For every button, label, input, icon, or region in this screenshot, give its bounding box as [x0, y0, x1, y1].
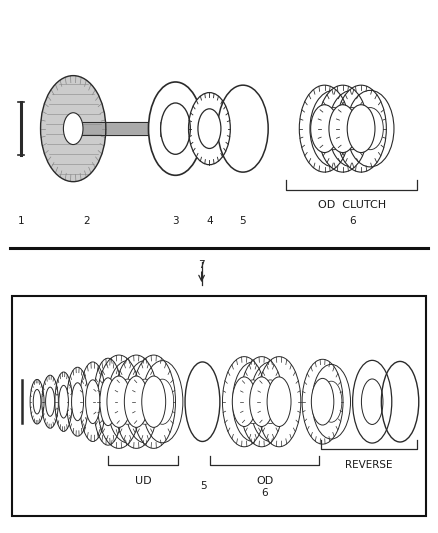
Ellipse shape: [151, 379, 174, 424]
Ellipse shape: [198, 109, 221, 149]
Ellipse shape: [242, 380, 264, 424]
Text: 6: 6: [261, 488, 268, 498]
Ellipse shape: [107, 376, 131, 427]
Ellipse shape: [107, 361, 148, 443]
Ellipse shape: [321, 381, 342, 422]
Ellipse shape: [64, 113, 83, 144]
Ellipse shape: [117, 379, 139, 424]
Text: 5: 5: [240, 216, 246, 226]
Ellipse shape: [257, 357, 301, 447]
Ellipse shape: [357, 108, 383, 150]
Text: OD: OD: [256, 476, 273, 486]
Ellipse shape: [148, 82, 202, 175]
Ellipse shape: [346, 91, 394, 167]
Ellipse shape: [93, 358, 123, 445]
Ellipse shape: [302, 359, 343, 444]
Ellipse shape: [97, 355, 141, 448]
Text: UD: UD: [134, 476, 151, 486]
Ellipse shape: [311, 104, 339, 152]
Ellipse shape: [250, 377, 274, 426]
Ellipse shape: [347, 104, 375, 152]
Ellipse shape: [240, 357, 283, 447]
Text: 2: 2: [83, 216, 89, 226]
Ellipse shape: [71, 383, 84, 421]
Ellipse shape: [85, 380, 100, 424]
Ellipse shape: [267, 377, 291, 426]
Text: 5: 5: [201, 481, 207, 491]
Ellipse shape: [42, 375, 58, 428]
Ellipse shape: [161, 103, 191, 155]
Ellipse shape: [134, 379, 156, 424]
Ellipse shape: [142, 361, 183, 443]
Ellipse shape: [124, 361, 166, 443]
Ellipse shape: [41, 76, 106, 182]
Ellipse shape: [232, 377, 256, 426]
Ellipse shape: [115, 355, 158, 448]
Ellipse shape: [311, 378, 334, 425]
Ellipse shape: [59, 385, 68, 418]
Ellipse shape: [124, 376, 148, 427]
Text: 3: 3: [172, 216, 179, 226]
Ellipse shape: [233, 362, 273, 441]
Ellipse shape: [67, 367, 88, 436]
Ellipse shape: [142, 376, 166, 427]
Ellipse shape: [46, 387, 55, 416]
Ellipse shape: [353, 360, 392, 443]
Bar: [12, 296, 426, 516]
Text: 6: 6: [350, 216, 357, 226]
Ellipse shape: [100, 378, 116, 426]
Ellipse shape: [310, 91, 357, 167]
Text: 1: 1: [18, 216, 24, 226]
Ellipse shape: [259, 380, 282, 424]
Ellipse shape: [33, 390, 41, 414]
Text: REVERSE: REVERSE: [346, 460, 393, 470]
Ellipse shape: [339, 108, 365, 150]
Ellipse shape: [312, 365, 350, 439]
Ellipse shape: [321, 108, 347, 150]
Ellipse shape: [223, 357, 266, 447]
Ellipse shape: [329, 104, 357, 152]
Ellipse shape: [328, 91, 376, 167]
Ellipse shape: [361, 379, 383, 424]
Text: 7: 7: [198, 260, 205, 270]
Ellipse shape: [336, 85, 386, 172]
Ellipse shape: [299, 85, 350, 172]
Text: OD  CLUTCH: OD CLUTCH: [318, 200, 386, 210]
Ellipse shape: [55, 372, 72, 431]
Ellipse shape: [250, 362, 291, 441]
Text: 4: 4: [206, 216, 213, 226]
Ellipse shape: [30, 379, 44, 424]
Ellipse shape: [80, 362, 106, 441]
Ellipse shape: [318, 85, 368, 172]
Ellipse shape: [188, 93, 230, 165]
Ellipse shape: [132, 355, 176, 448]
